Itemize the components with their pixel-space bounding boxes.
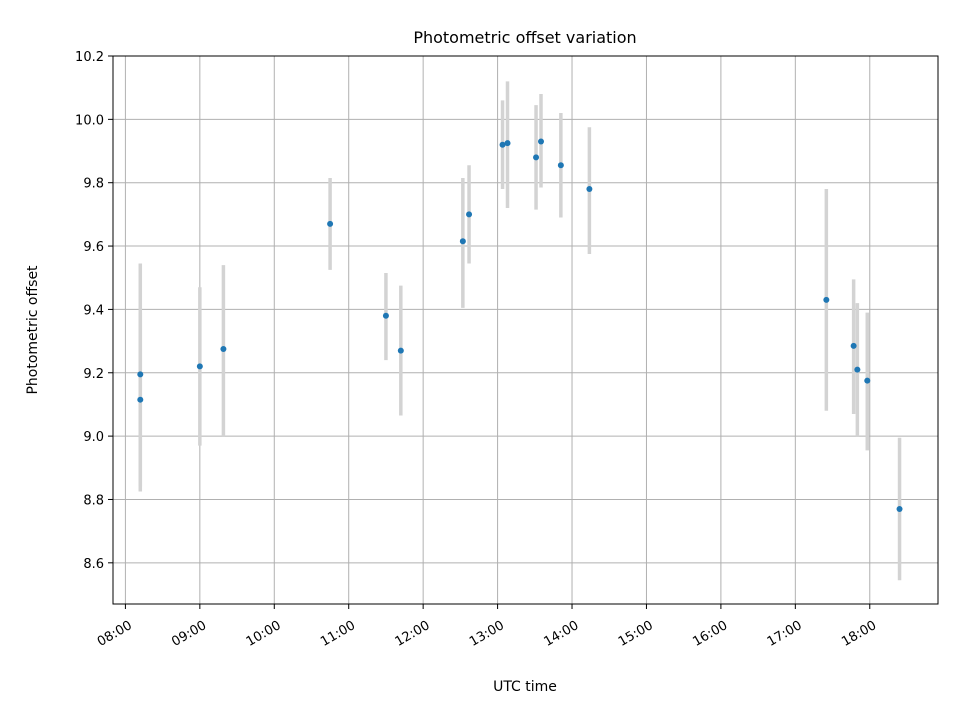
chart-title: Photometric offset variation bbox=[413, 28, 636, 47]
data-point bbox=[854, 366, 861, 373]
y-tick-label: 9.6 bbox=[83, 240, 104, 255]
data-point bbox=[538, 138, 545, 145]
y-tick-label: 9.8 bbox=[83, 177, 104, 192]
y-tick-label: 9.4 bbox=[83, 303, 104, 318]
data-point bbox=[137, 371, 144, 378]
data-point bbox=[327, 220, 334, 227]
grid-layer bbox=[113, 55, 938, 604]
y-tick-label: 8.6 bbox=[83, 557, 104, 572]
plot-frame bbox=[112, 55, 939, 605]
data-point bbox=[220, 346, 227, 353]
data-point bbox=[504, 140, 511, 147]
data-point bbox=[896, 505, 903, 512]
data-point bbox=[864, 377, 871, 384]
y-axis-label: Photometric offset bbox=[25, 265, 41, 395]
y-tick-label: 9.0 bbox=[83, 430, 104, 445]
data-point bbox=[586, 186, 593, 193]
data-point bbox=[557, 162, 564, 169]
x-axis-label: UTC time bbox=[493, 679, 557, 695]
point-layer bbox=[137, 138, 903, 512]
data-point bbox=[137, 396, 144, 403]
data-point bbox=[823, 296, 830, 303]
data-point bbox=[382, 312, 389, 319]
y-tick-label: 9.2 bbox=[83, 367, 104, 382]
data-point bbox=[397, 347, 404, 354]
data-point bbox=[499, 141, 506, 148]
y-tick-label: 8.8 bbox=[83, 493, 104, 508]
y-tick-label: 10.0 bbox=[75, 113, 104, 128]
data-point bbox=[466, 211, 473, 218]
data-point bbox=[196, 363, 203, 370]
y-tick-label: 10.2 bbox=[75, 50, 104, 65]
data-point bbox=[533, 154, 540, 161]
data-point bbox=[850, 342, 857, 349]
data-point bbox=[459, 238, 466, 245]
